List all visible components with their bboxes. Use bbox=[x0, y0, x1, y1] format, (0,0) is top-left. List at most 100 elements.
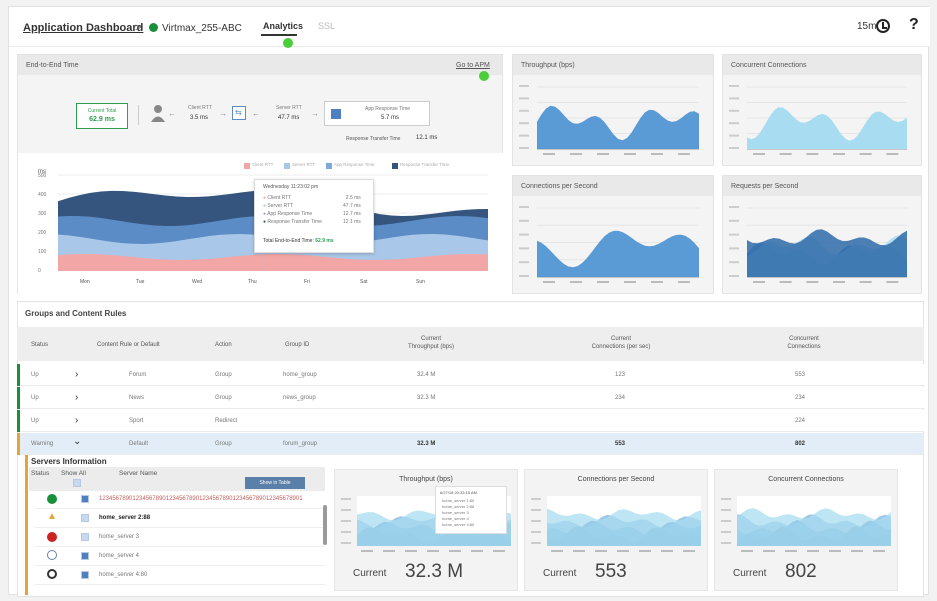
x-tick-label: Fri bbox=[304, 279, 310, 285]
breadcrumb-separator: > bbox=[135, 22, 142, 34]
table-row[interactable]: Up › News Group news_group 32.3 M 234 23… bbox=[17, 387, 924, 409]
throughput-tile: Throughput (bps) bbox=[512, 54, 714, 166]
row-concurrent: 234 bbox=[795, 395, 806, 401]
concurrent-area-chart bbox=[729, 85, 907, 155]
row-concurrent: 553 bbox=[795, 372, 806, 378]
tab-ssl[interactable]: SSL bbox=[318, 21, 336, 31]
tooltip-total-value: 62.9 ms bbox=[315, 238, 334, 244]
server-checkbox[interactable] bbox=[81, 533, 89, 541]
x-tick bbox=[829, 550, 841, 552]
chevron-down-icon[interactable]: ⌄ bbox=[73, 436, 82, 447]
col-rule[interactable]: Content Rule or Default bbox=[97, 342, 160, 348]
server-rtt-label: Server RTT bbox=[276, 105, 302, 111]
legend-swatch bbox=[326, 163, 332, 169]
e2e-panel-header bbox=[18, 55, 502, 75]
show-all-checkbox[interactable] bbox=[73, 479, 81, 487]
refresh-interval[interactable]: 15m bbox=[857, 21, 877, 32]
row-status: Up bbox=[31, 395, 39, 401]
help-icon[interactable]: ? bbox=[909, 16, 919, 33]
x-tick bbox=[595, 550, 607, 552]
chevron-right-icon[interactable]: › bbox=[75, 392, 79, 403]
col-concurrent-line2: Connections bbox=[787, 344, 821, 350]
tooltip-total-label: Total End-to-End Time: bbox=[263, 238, 314, 244]
x-tick-label: Thu bbox=[248, 279, 257, 285]
y-tick bbox=[729, 261, 739, 264]
tooltip-row-label: App Response Time bbox=[267, 211, 313, 217]
groups-header-row bbox=[17, 327, 924, 361]
mini-area-layer bbox=[737, 508, 891, 546]
go-to-apm-link[interactable]: Go to APM bbox=[456, 62, 490, 69]
x-tick bbox=[806, 281, 819, 283]
server-checkbox[interactable] bbox=[81, 571, 89, 579]
y-tick bbox=[729, 85, 739, 87]
legend-item[interactable]: App Response Time bbox=[334, 162, 375, 167]
x-tick bbox=[570, 281, 582, 283]
x-tick bbox=[597, 281, 609, 283]
col-concurrent[interactable]: Concurrent Connections bbox=[779, 335, 829, 351]
legend-swatch bbox=[392, 163, 398, 169]
highlight-dot bbox=[283, 38, 293, 48]
highlight-dot bbox=[479, 71, 489, 81]
col-throughput[interactable]: Current Throughput (bps) bbox=[401, 335, 461, 351]
tooltip-row-value: 12.1 ms bbox=[343, 219, 361, 225]
show-in-table-button[interactable]: Show in Table bbox=[245, 477, 305, 489]
mini-title: Concurrent Connections bbox=[768, 476, 844, 483]
legend-item[interactable]: Client RTT bbox=[252, 162, 274, 167]
breadcrumb-service[interactable]: Virtmax_255-ABC bbox=[162, 23, 242, 34]
col-group-id[interactable]: Group ID bbox=[285, 342, 310, 348]
y-tick bbox=[721, 520, 731, 522]
server-checkbox[interactable] bbox=[81, 552, 89, 560]
server-row[interactable]: home_server 4 bbox=[35, 548, 325, 566]
breadcrumb-app-dashboard[interactable]: Application Dashboard bbox=[23, 22, 144, 34]
legend-item[interactable]: Server RTT bbox=[292, 162, 316, 167]
clock-icon[interactable] bbox=[876, 19, 890, 33]
server-row[interactable]: home_server 4:80 bbox=[35, 567, 325, 585]
y-tick bbox=[721, 542, 731, 544]
col-status[interactable]: Status bbox=[31, 342, 49, 348]
row-conns: 553 bbox=[615, 441, 626, 447]
mini-title: Throughput (bps) bbox=[399, 476, 453, 483]
groups-title: Groups and Content Rules bbox=[25, 309, 127, 318]
x-tick bbox=[624, 153, 636, 155]
server-row[interactable]: home_server 3 bbox=[35, 529, 325, 547]
e2e-title: End-to-End Time bbox=[26, 62, 79, 69]
mini-current-label: Current bbox=[733, 568, 767, 579]
table-row[interactable]: Up › Forum Group home_group 32.4 M 123 5… bbox=[17, 364, 924, 386]
table-row-selected[interactable]: Warning ⌄ Default Group forum_group 32.3… bbox=[17, 433, 924, 455]
tile-header bbox=[723, 176, 921, 196]
x-tick-label: Sat bbox=[360, 279, 368, 285]
legend-item[interactable]: Response Transfer Time bbox=[400, 162, 450, 167]
server-checkbox[interactable] bbox=[81, 514, 89, 522]
x-tick bbox=[651, 281, 663, 283]
mini-tooltip-row: home_server 2:88 bbox=[442, 504, 475, 509]
chevron-right-icon[interactable]: › bbox=[75, 369, 79, 380]
x-tick bbox=[651, 153, 663, 155]
server-row[interactable]: 1234567890123456789012345678901234567890… bbox=[35, 491, 325, 509]
tooltip-total: Total End-to-End Time: 62.9 ms bbox=[263, 238, 334, 244]
user-icon bbox=[151, 105, 165, 122]
y-tick bbox=[729, 147, 739, 149]
status-ok-icon bbox=[47, 494, 57, 504]
x-tick bbox=[617, 550, 629, 552]
servers-scrollbar[interactable] bbox=[323, 505, 327, 545]
col-connections[interactable]: Current Connections (per sec) bbox=[581, 335, 661, 351]
load-balancer-icon: ⇆ bbox=[232, 106, 246, 120]
y-tick bbox=[531, 531, 541, 533]
x-tick bbox=[785, 550, 797, 552]
col-action[interactable]: Action bbox=[215, 342, 232, 348]
x-tick bbox=[753, 281, 765, 283]
server-checkbox[interactable] bbox=[81, 495, 89, 503]
tab-analytics[interactable]: Analytics bbox=[263, 21, 304, 31]
row-action: Group bbox=[215, 441, 232, 447]
table-row[interactable]: Up › Sport Redirect 224 bbox=[17, 410, 924, 432]
server-rtt-value: 47.7 ms bbox=[278, 115, 300, 121]
chevron-right-icon[interactable]: › bbox=[75, 415, 79, 426]
server-icon bbox=[331, 109, 341, 119]
row-throughput: 32.4 M bbox=[417, 372, 436, 378]
x-tick-label: Wed bbox=[192, 279, 202, 285]
y-tick bbox=[721, 509, 731, 511]
tile-area bbox=[537, 105, 699, 149]
y-tick-label: 100 bbox=[38, 249, 47, 255]
server-row[interactable]: ▲ home_server 2:88 bbox=[35, 510, 325, 528]
x-tick bbox=[427, 550, 439, 552]
